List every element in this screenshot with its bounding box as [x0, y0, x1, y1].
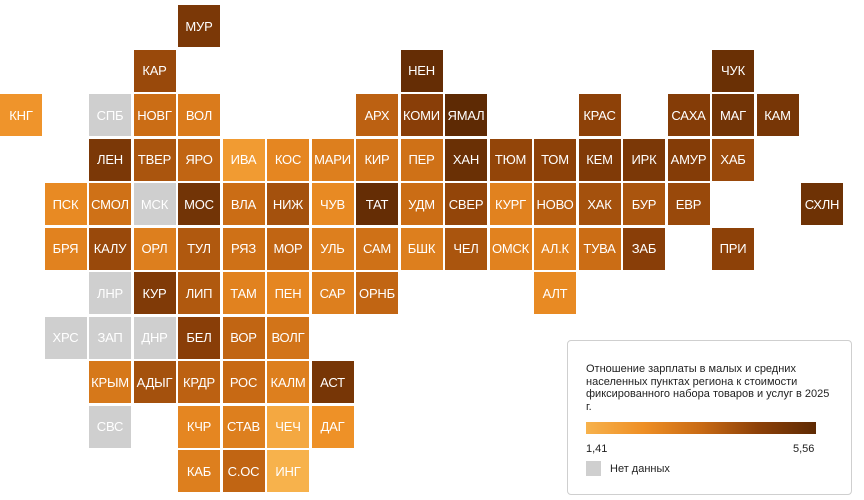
- region-tile-vor[interactable]: ВОР: [222, 316, 265, 359]
- region-tile-hab[interactable]: ХАБ: [712, 138, 754, 181]
- region-tile-bel[interactable]: БЕЛ: [178, 316, 220, 359]
- region-tile-kem[interactable]: КЕМ: [578, 138, 621, 181]
- region-tile-arh[interactable]: АРХ: [356, 94, 398, 136]
- region-tile-hak[interactable]: ХАК: [578, 183, 621, 225]
- region-tile-krdr[interactable]: КРДР: [178, 361, 220, 403]
- region-tile-kab[interactable]: КАБ: [178, 450, 220, 492]
- region-tile-han[interactable]: ХАН: [445, 138, 487, 181]
- region-tile-sver[interactable]: СВЕР: [445, 183, 487, 225]
- region-tile-kalu[interactable]: КАЛУ: [89, 227, 131, 270]
- region-tile-tul[interactable]: ТУЛ: [178, 227, 220, 270]
- region-tile-ornb[interactable]: ОРНБ: [356, 272, 398, 314]
- region-tile-kchr[interactable]: КЧР: [178, 405, 220, 448]
- legend-min-label: 1,41: [586, 443, 608, 455]
- region-tile-len[interactable]: ЛЕН: [89, 138, 131, 181]
- region-tile-brya[interactable]: БРЯ: [44, 227, 87, 270]
- region-tile-smol[interactable]: СМОЛ: [89, 183, 131, 225]
- region-tile-tam[interactable]: ТАМ: [222, 272, 265, 314]
- region-tile-novg[interactable]: НОВГ: [133, 94, 176, 136]
- region-tile-bshk[interactable]: БШК: [400, 227, 443, 270]
- region-tile-volg[interactable]: ВОЛГ: [267, 316, 309, 359]
- legend-nodata-swatch: [586, 461, 601, 476]
- region-tile-msk[interactable]: МСК: [133, 183, 176, 225]
- region-tile-mur[interactable]: МУР: [178, 5, 220, 47]
- region-tile-kos[interactable]: КОС: [267, 138, 309, 181]
- region-tile-omsk[interactable]: ОМСК: [489, 227, 532, 270]
- region-tile-tat[interactable]: ТАТ: [356, 183, 398, 225]
- legend-nodata-label: Нет данных: [610, 463, 670, 475]
- region-tile-kur[interactable]: КУР: [133, 272, 176, 314]
- region-tile-zab[interactable]: ЗАБ: [623, 227, 665, 270]
- region-tile-novo[interactable]: НОВО: [534, 183, 576, 225]
- region-tile-alt[interactable]: АЛТ: [534, 272, 576, 314]
- region-tile-dag[interactable]: ДАГ: [311, 405, 354, 448]
- region-tile-evr[interactable]: ЕВР: [667, 183, 710, 225]
- region-tile-lnr[interactable]: ЛНР: [89, 272, 131, 314]
- legend: Отношение зарплаты в малых и средних нас…: [567, 340, 852, 495]
- region-tile-mag[interactable]: МАГ: [712, 94, 754, 136]
- region-tile-chuk[interactable]: ЧУК: [712, 49, 754, 92]
- region-tile-yamal[interactable]: ЯМАЛ: [445, 94, 487, 136]
- region-tile-chech[interactable]: ЧЕЧ: [267, 405, 309, 448]
- region-tile-saha[interactable]: САХА: [667, 94, 710, 136]
- region-tile-kurg[interactable]: КУРГ: [489, 183, 532, 225]
- region-tile-sam[interactable]: САМ: [356, 227, 398, 270]
- region-tile-shln[interactable]: СХЛН: [801, 183, 843, 225]
- region-tile-kir[interactable]: КИР: [356, 138, 398, 181]
- region-tile-orl[interactable]: ОРЛ: [133, 227, 176, 270]
- region-tile-spb[interactable]: СПБ: [89, 94, 131, 136]
- region-tile-mari[interactable]: МАРИ: [311, 138, 354, 181]
- region-tile-ryaz[interactable]: РЯЗ: [222, 227, 265, 270]
- region-tile-ing[interactable]: ИНГ: [267, 450, 309, 492]
- region-tile-udm[interactable]: УДМ: [400, 183, 443, 225]
- legend-title: Отношение зарплаты в малых и средних нас…: [586, 363, 830, 413]
- region-tile-kng[interactable]: КНГ: [0, 94, 42, 136]
- region-tile-komi[interactable]: КОМИ: [400, 94, 443, 136]
- region-tile-al-k[interactable]: АЛ.К: [534, 227, 576, 270]
- region-tile-psk[interactable]: ПСК: [44, 183, 87, 225]
- region-tile-lip[interactable]: ЛИП: [178, 272, 220, 314]
- legend-max-label: 5,56: [793, 443, 815, 455]
- region-tile-svs[interactable]: СВС: [89, 405, 131, 448]
- region-tile-adyg[interactable]: АДЫГ: [133, 361, 176, 403]
- region-tile-vla[interactable]: ВЛА: [222, 183, 265, 225]
- region-tile-yaro[interactable]: ЯРО: [178, 138, 220, 181]
- region-tile-stav[interactable]: СТАВ: [222, 405, 265, 448]
- region-tile-amur[interactable]: АМУР: [667, 138, 710, 181]
- region-tile-irk[interactable]: ИРК: [623, 138, 665, 181]
- region-tile-nen[interactable]: НЕН: [400, 49, 443, 92]
- region-tile-ast[interactable]: АСТ: [311, 361, 354, 403]
- region-tile-bur[interactable]: БУР: [623, 183, 665, 225]
- region-tile-kalm[interactable]: КАЛМ: [267, 361, 309, 403]
- region-tile-krym[interactable]: КРЫМ: [89, 361, 131, 403]
- region-tile-tyum[interactable]: ТЮМ: [489, 138, 532, 181]
- region-tile-ros[interactable]: РОС: [222, 361, 265, 403]
- region-tile-chel[interactable]: ЧЕЛ: [445, 227, 487, 270]
- region-tile-kras[interactable]: КРАС: [578, 94, 621, 136]
- region-tile-s-os[interactable]: С.ОС: [222, 450, 265, 492]
- region-tile-vol[interactable]: ВОЛ: [178, 94, 220, 136]
- region-tile-tuva[interactable]: ТУВА: [578, 227, 621, 270]
- region-tile-mos[interactable]: МОС: [178, 183, 220, 225]
- region-tile-sar[interactable]: САР: [311, 272, 354, 314]
- region-tile-zap[interactable]: ЗАП: [89, 316, 131, 359]
- region-tile-kam[interactable]: КАМ: [756, 94, 799, 136]
- region-tile-kar[interactable]: КАР: [133, 49, 176, 92]
- region-tile-tver[interactable]: ТВЕР: [133, 138, 176, 181]
- region-tile-chuv[interactable]: ЧУВ: [311, 183, 354, 225]
- region-tile-per[interactable]: ПЕР: [400, 138, 443, 181]
- region-tile-pen[interactable]: ПЕН: [267, 272, 309, 314]
- region-tile-nizh[interactable]: НИЖ: [267, 183, 309, 225]
- region-tile-ulь[interactable]: УЛЬ: [311, 227, 354, 270]
- region-tile-tom[interactable]: ТОМ: [534, 138, 576, 181]
- legend-color-scale: [586, 422, 816, 434]
- region-tile-hrs[interactable]: ХРС: [44, 316, 87, 359]
- region-tile-pri[interactable]: ПРИ: [712, 227, 754, 270]
- region-tile-iva[interactable]: ИВА: [222, 138, 265, 181]
- region-tile-dnr[interactable]: ДНР: [133, 316, 176, 359]
- region-tile-mor[interactable]: МОР: [267, 227, 309, 270]
